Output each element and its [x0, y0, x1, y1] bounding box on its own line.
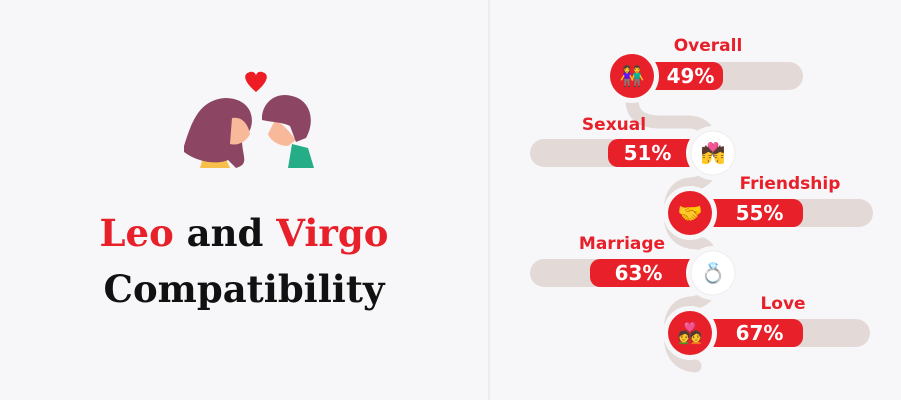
heart-icon — [245, 71, 267, 92]
rings-icon: 💍 — [701, 261, 726, 285]
couple-icon: 👫 — [620, 64, 645, 88]
icon-circle — [690, 250, 736, 296]
row-marriage: 💍 63% Marriage — [530, 234, 740, 300]
bar-fill — [608, 139, 699, 167]
icon-circle — [610, 54, 654, 98]
bar-fill — [590, 259, 699, 287]
category-label: Sexual — [582, 115, 646, 135]
title-sign-1: Leo — [99, 211, 174, 255]
value-label: 63% — [615, 261, 663, 285]
title-sign-2: Virgo — [276, 211, 389, 255]
icon-circle — [668, 191, 712, 235]
category-label: Friendship — [740, 174, 841, 194]
title-and: and — [173, 211, 277, 255]
kiss-icon: 💏 — [701, 141, 726, 165]
divider — [488, 0, 490, 400]
icon-circle — [690, 130, 736, 176]
value-label: 67% — [736, 321, 784, 345]
bar-fill — [646, 62, 723, 90]
page-title: Leo and Virgo Compatibility — [0, 205, 488, 317]
bar-fill — [704, 199, 803, 227]
row-friendship: 🤝 55% Friendship — [663, 174, 873, 240]
couple-illustration — [184, 71, 314, 168]
value-label: 51% — [624, 141, 672, 165]
handshake-icon: 🤝 — [678, 201, 703, 225]
row-sexual: 💏 51% Sexual — [530, 115, 740, 180]
row-love: 💑 67% Love — [663, 294, 870, 360]
bar-fill — [704, 319, 803, 347]
value-label: 55% — [736, 201, 784, 225]
row-overall: 👫 49% Overall — [605, 36, 803, 103]
hearts-couple-icon: 💑 — [678, 321, 703, 345]
category-label: Overall — [674, 36, 743, 56]
icon-circle — [668, 311, 712, 355]
category-label: Love — [760, 294, 805, 314]
value-label: 49% — [667, 64, 715, 88]
category-label: Marriage — [579, 234, 665, 254]
title-line2: Compatibility — [103, 267, 385, 311]
